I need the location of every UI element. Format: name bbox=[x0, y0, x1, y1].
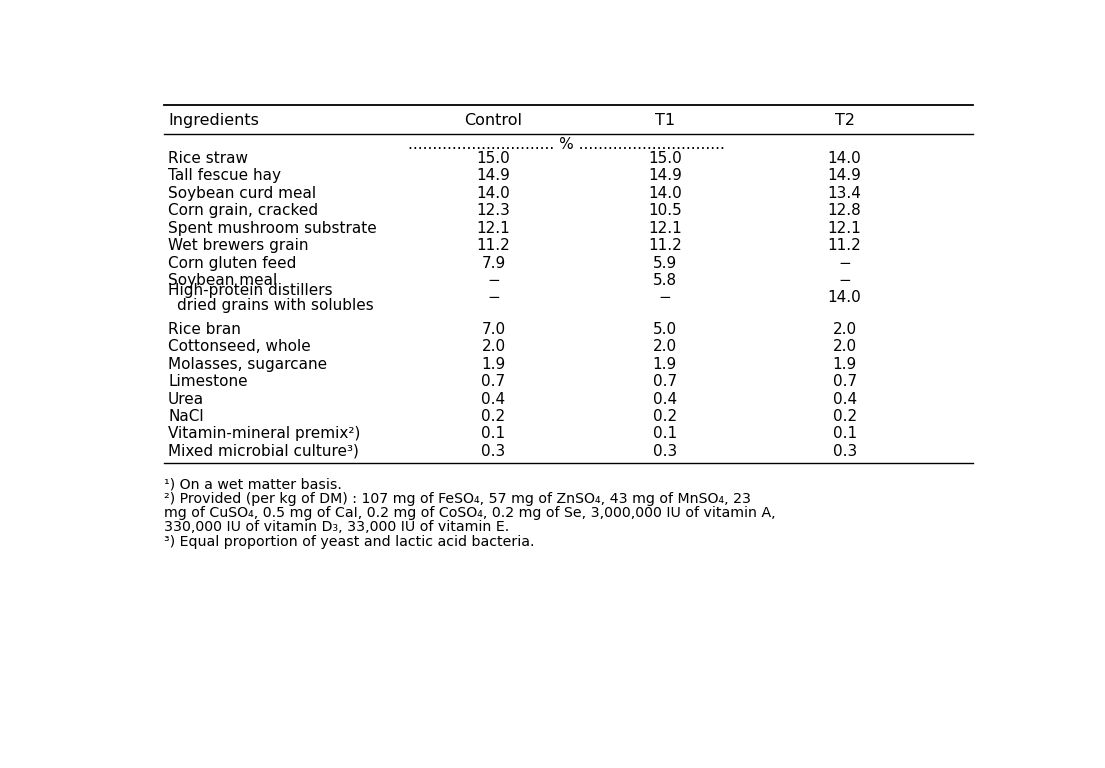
Text: 0.1: 0.1 bbox=[832, 426, 856, 442]
Text: Limestone: Limestone bbox=[168, 374, 248, 389]
Text: dried grains with solubles: dried grains with solubles bbox=[177, 298, 373, 313]
Text: 0.4: 0.4 bbox=[653, 392, 677, 406]
Text: 0.2: 0.2 bbox=[832, 409, 856, 424]
Text: Corn gluten feed: Corn gluten feed bbox=[168, 256, 296, 270]
Text: 15.0: 15.0 bbox=[648, 151, 682, 166]
Text: NaCl: NaCl bbox=[168, 409, 203, 424]
Text: −: − bbox=[839, 273, 851, 288]
Text: 0.4: 0.4 bbox=[482, 392, 506, 406]
Text: 0.1: 0.1 bbox=[482, 426, 506, 442]
Text: 14.9: 14.9 bbox=[828, 168, 862, 184]
Text: ¹) On a wet matter basis.: ¹) On a wet matter basis. bbox=[164, 478, 341, 492]
Text: 12.1: 12.1 bbox=[828, 220, 862, 236]
Text: 0.2: 0.2 bbox=[482, 409, 506, 424]
Text: 12.1: 12.1 bbox=[648, 220, 682, 236]
Text: 15.0: 15.0 bbox=[476, 151, 511, 166]
Text: 14.0: 14.0 bbox=[828, 151, 862, 166]
Text: Urea: Urea bbox=[168, 392, 204, 406]
Text: 12.3: 12.3 bbox=[476, 204, 511, 218]
Text: 5.9: 5.9 bbox=[653, 256, 677, 270]
Text: Corn grain, cracked: Corn grain, cracked bbox=[168, 204, 318, 218]
Text: 5.8: 5.8 bbox=[653, 273, 677, 288]
Text: 0.3: 0.3 bbox=[832, 444, 856, 459]
Text: 11.2: 11.2 bbox=[648, 238, 682, 253]
Text: T1: T1 bbox=[655, 113, 675, 128]
Text: .............................. % ..............................: .............................. % .......… bbox=[408, 137, 725, 152]
Text: High-protein distillers: High-protein distillers bbox=[168, 283, 333, 298]
Text: 1.9: 1.9 bbox=[653, 356, 677, 372]
Text: Wet brewers grain: Wet brewers grain bbox=[168, 238, 308, 253]
Text: −: − bbox=[659, 290, 671, 306]
Text: Rice straw: Rice straw bbox=[168, 151, 249, 166]
Text: 1.9: 1.9 bbox=[832, 356, 856, 372]
Text: Soybean curd meal: Soybean curd meal bbox=[168, 186, 316, 200]
Text: 14.0: 14.0 bbox=[648, 186, 682, 200]
Text: T2: T2 bbox=[834, 113, 854, 128]
Text: −: − bbox=[487, 290, 499, 306]
Text: ³) Equal proportion of yeast and lactic acid bacteria.: ³) Equal proportion of yeast and lactic … bbox=[164, 535, 535, 548]
Text: 11.2: 11.2 bbox=[828, 238, 862, 253]
Text: 1.9: 1.9 bbox=[482, 356, 506, 372]
Text: mg of CuSO₄, 0.5 mg of CaI, 0.2 mg of CoSO₄, 0.2 mg of Se, 3,000,000 IU of vitam: mg of CuSO₄, 0.5 mg of CaI, 0.2 mg of Co… bbox=[164, 506, 776, 520]
Text: 0.4: 0.4 bbox=[832, 392, 856, 406]
Text: 0.2: 0.2 bbox=[653, 409, 677, 424]
Text: 7.0: 7.0 bbox=[482, 322, 506, 337]
Text: 13.4: 13.4 bbox=[828, 186, 862, 200]
Text: 5.0: 5.0 bbox=[653, 322, 677, 337]
Text: 0.7: 0.7 bbox=[832, 374, 856, 389]
Text: 12.8: 12.8 bbox=[828, 204, 862, 218]
Text: 14.0: 14.0 bbox=[828, 290, 862, 306]
Text: Ingredients: Ingredients bbox=[168, 113, 259, 128]
Text: 0.7: 0.7 bbox=[482, 374, 506, 389]
Text: 2.0: 2.0 bbox=[832, 339, 856, 354]
Text: 10.5: 10.5 bbox=[648, 204, 682, 218]
Text: Tall fescue hay: Tall fescue hay bbox=[168, 168, 281, 184]
Text: 330,000 IU of vitamin D₃, 33,000 IU of vitamin E.: 330,000 IU of vitamin D₃, 33,000 IU of v… bbox=[164, 521, 509, 535]
Text: 2.0: 2.0 bbox=[653, 339, 677, 354]
Text: Mixed microbial culture³): Mixed microbial culture³) bbox=[168, 444, 359, 459]
Text: 2.0: 2.0 bbox=[832, 322, 856, 337]
Text: ²) Provided (per kg of DM) : 107 mg of FeSO₄, 57 mg of ZnSO₄, 43 mg of MnSO₄, 23: ²) Provided (per kg of DM) : 107 mg of F… bbox=[164, 492, 750, 506]
Text: 0.7: 0.7 bbox=[653, 374, 677, 389]
Text: 11.2: 11.2 bbox=[476, 238, 511, 253]
Text: Rice bran: Rice bran bbox=[168, 322, 241, 337]
Text: −: − bbox=[839, 256, 851, 270]
Text: 0.3: 0.3 bbox=[653, 444, 677, 459]
Text: Cottonseed, whole: Cottonseed, whole bbox=[168, 339, 311, 354]
Text: 7.9: 7.9 bbox=[482, 256, 506, 270]
Text: 2.0: 2.0 bbox=[482, 339, 506, 354]
Text: Vitamin-mineral premix²): Vitamin-mineral premix²) bbox=[168, 426, 360, 442]
Text: 0.1: 0.1 bbox=[653, 426, 677, 442]
Text: Control: Control bbox=[464, 113, 523, 128]
Text: Spent mushroom substrate: Spent mushroom substrate bbox=[168, 220, 377, 236]
Text: 12.1: 12.1 bbox=[476, 220, 511, 236]
Text: Molasses, sugarcane: Molasses, sugarcane bbox=[168, 356, 327, 372]
Text: −: − bbox=[487, 273, 499, 288]
Text: 14.9: 14.9 bbox=[476, 168, 511, 184]
Text: 0.3: 0.3 bbox=[482, 444, 506, 459]
Text: 14.0: 14.0 bbox=[476, 186, 511, 200]
Text: Soybean meal: Soybean meal bbox=[168, 273, 277, 288]
Text: 14.9: 14.9 bbox=[648, 168, 682, 184]
